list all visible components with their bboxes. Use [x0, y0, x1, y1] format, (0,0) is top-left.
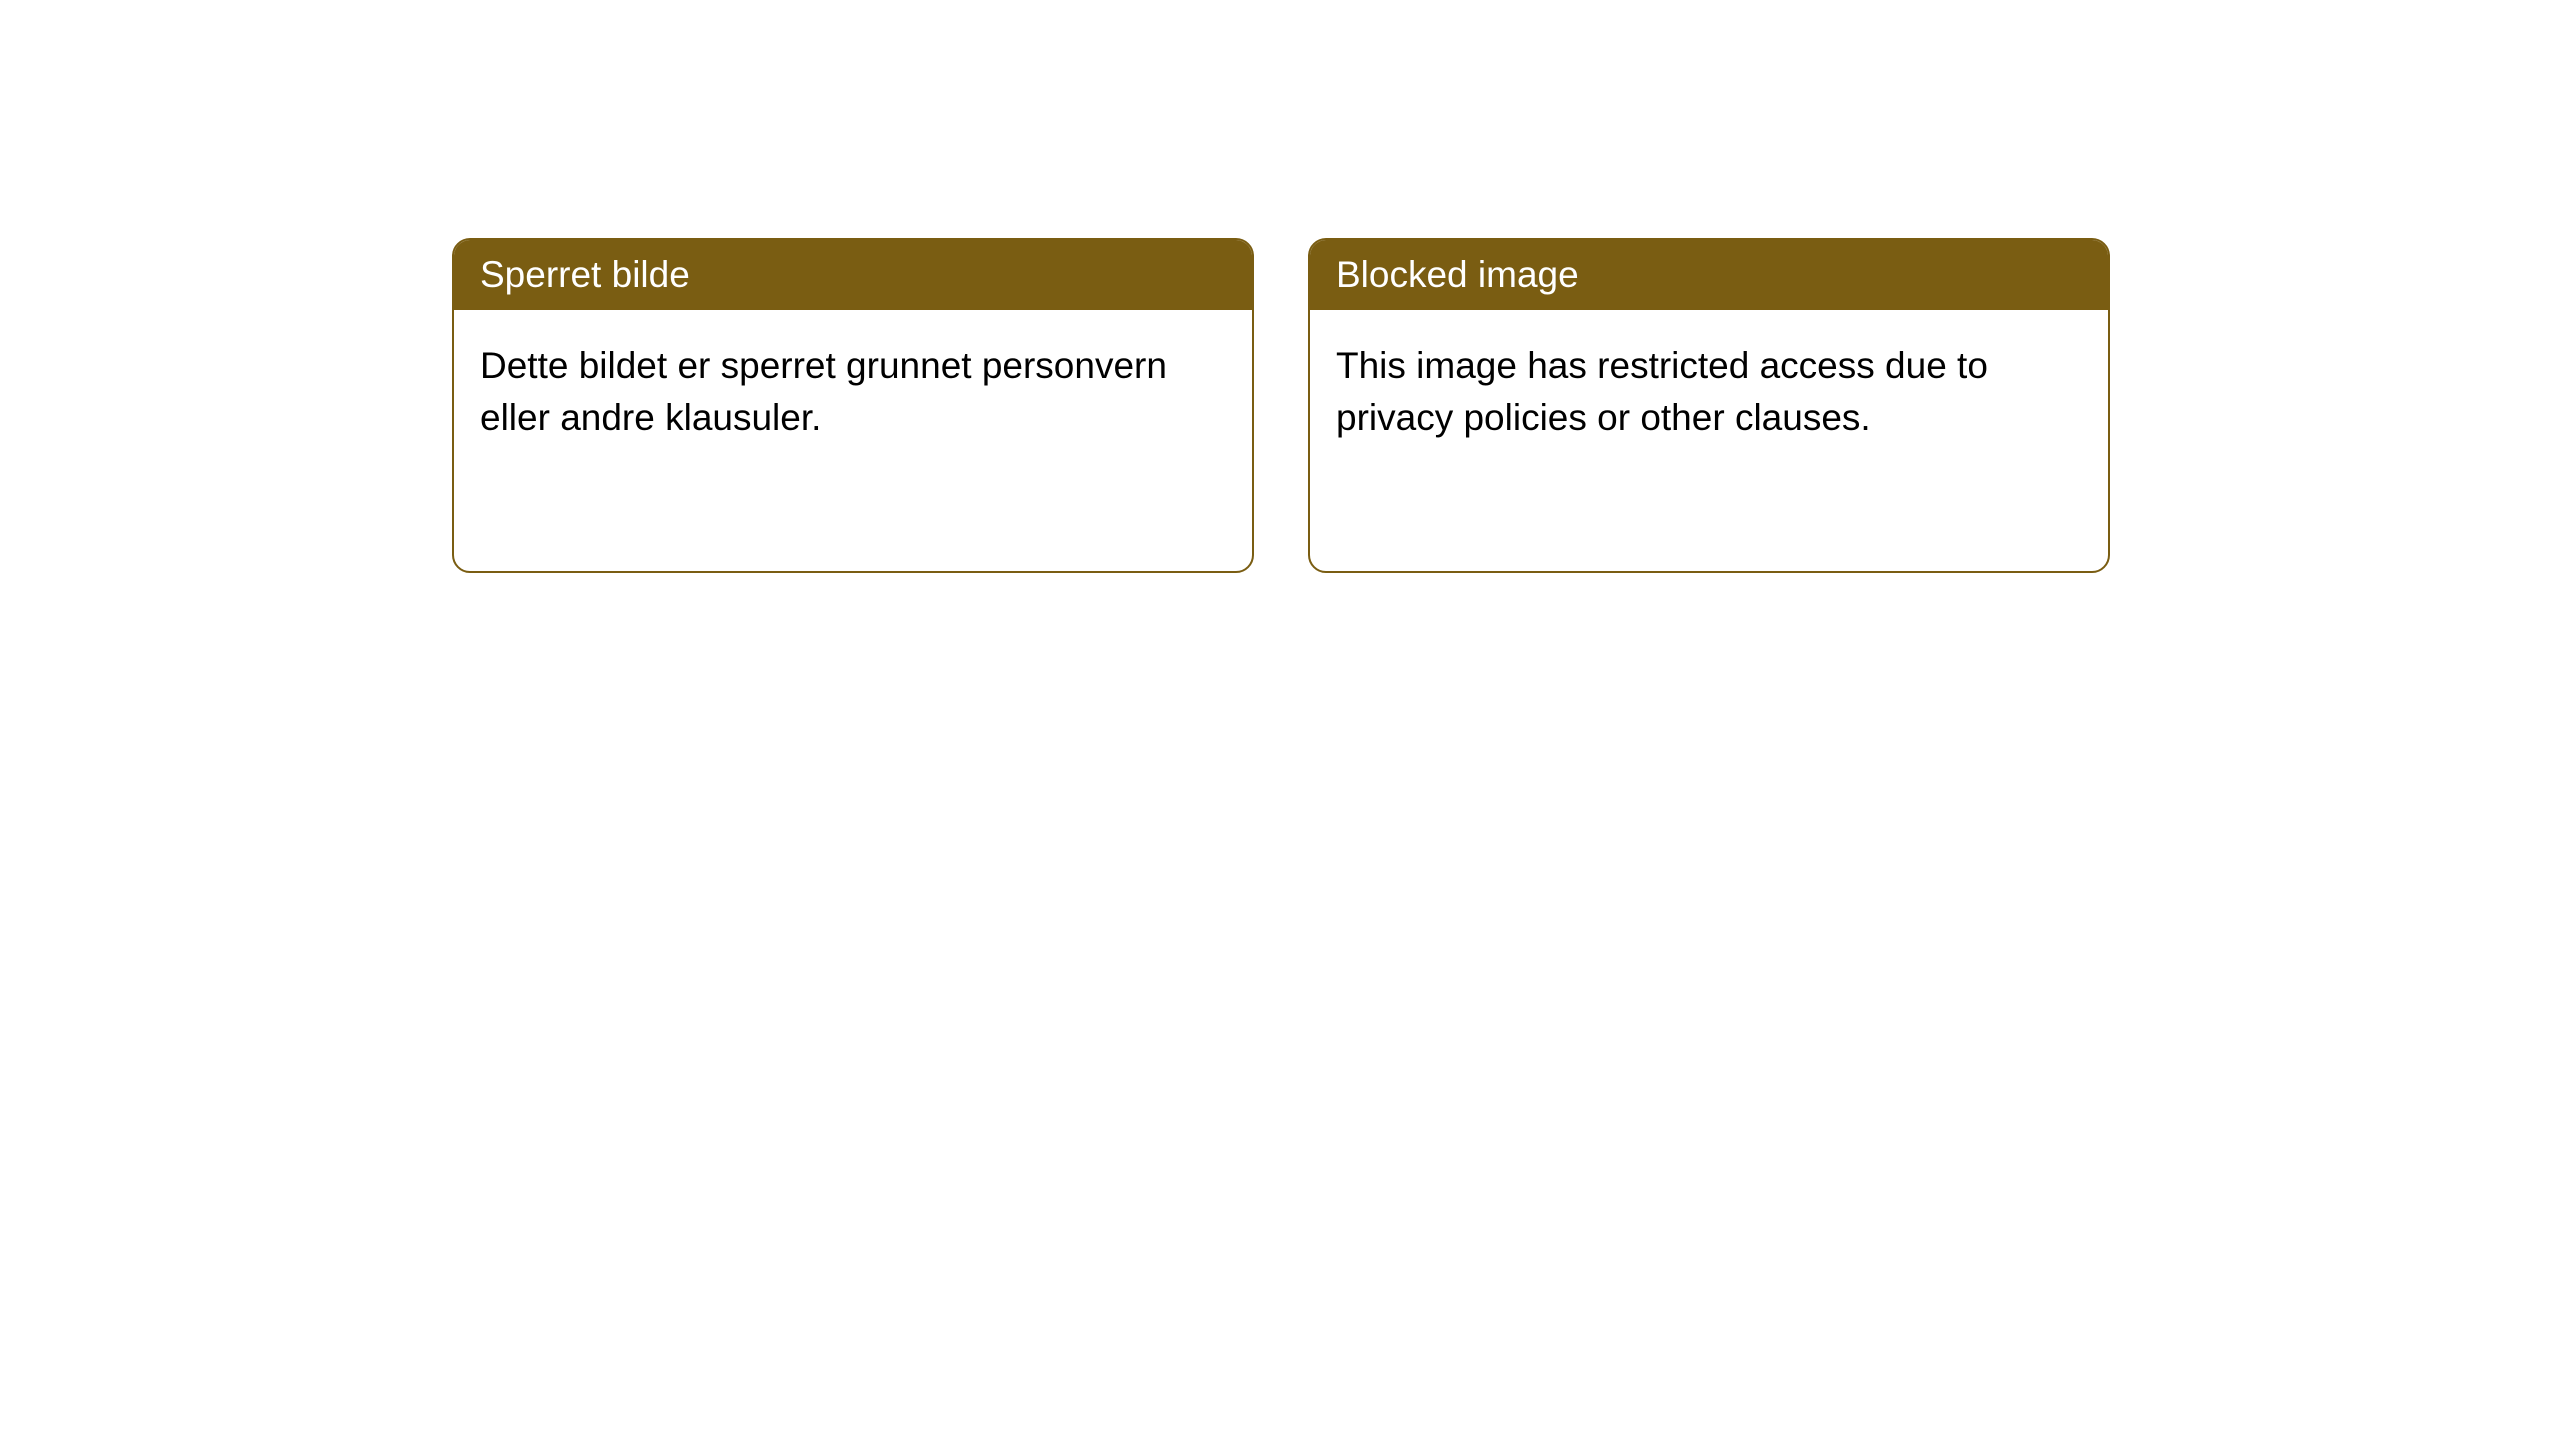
notice-card-english: Blocked image This image has restricted … — [1308, 238, 2110, 573]
card-body: Dette bildet er sperret grunnet personve… — [454, 310, 1252, 474]
card-title: Blocked image — [1310, 240, 2108, 310]
card-body: This image has restricted access due to … — [1310, 310, 2108, 474]
card-title: Sperret bilde — [454, 240, 1252, 310]
notice-card-norwegian: Sperret bilde Dette bildet er sperret gr… — [452, 238, 1254, 573]
notice-container: Sperret bilde Dette bildet er sperret gr… — [452, 238, 2110, 573]
